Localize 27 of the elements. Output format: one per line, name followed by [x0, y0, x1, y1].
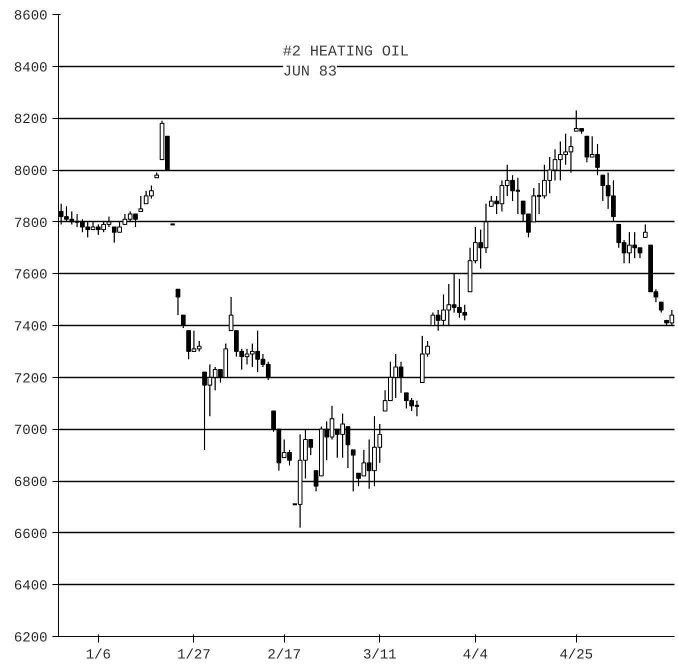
candlestick	[176, 288, 180, 316]
x-tick-label: 4/4	[462, 648, 488, 664]
x-tick-label: 1/27	[177, 648, 211, 664]
text: #2 HEATING OIL	[282, 43, 409, 60]
x-tick-label: 4/25	[559, 648, 594, 664]
y-tick-label: 6400	[14, 578, 48, 595]
y-tick-label: 8600	[14, 8, 48, 24]
y-tick-label: 7000	[14, 423, 48, 440]
y-tick-label: 7200	[14, 371, 48, 388]
text: JUN 83	[282, 63, 337, 80]
x-tick-label: 1/6	[86, 648, 111, 664]
y-tick-label: 8400	[14, 60, 48, 76]
y-tick-label: 7400	[14, 320, 48, 336]
y-tick-label: 6200	[14, 630, 48, 646]
candlestick	[138, 195, 144, 212]
candlestick	[350, 449, 356, 492]
y-tick-label: 6600	[14, 526, 48, 543]
x-tick-label: 3/11	[362, 648, 397, 664]
candlestick	[642, 224, 648, 238]
y-tick-label: 8200	[14, 112, 48, 128]
y-tick-label: 6800	[14, 475, 48, 491]
y-tick-label: 7600	[14, 268, 48, 284]
candlestick	[180, 314, 186, 329]
y-tick-label: 8000	[14, 164, 48, 180]
y-tick-label: 7800	[14, 216, 48, 232]
candlestick	[658, 302, 664, 314]
x-tick-label: 2/17	[267, 648, 301, 664]
